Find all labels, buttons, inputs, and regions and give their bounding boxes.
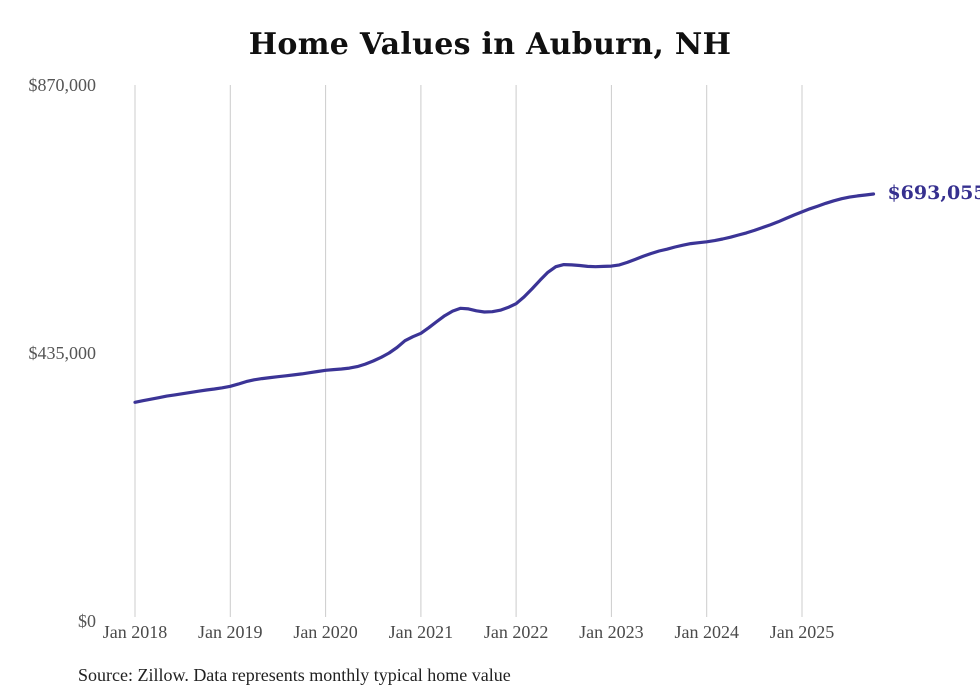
end-value-label: $693,055 [887, 182, 980, 204]
x-tick-label: Jan 2021 [388, 622, 454, 642]
source-note: Source: Zillow. Data represents monthly … [78, 665, 511, 685]
y-tick-label: $0 [78, 611, 96, 631]
x-tick-label: Jan 2019 [198, 622, 263, 642]
x-tick-label: Jan 2022 [483, 622, 549, 642]
home-value-line [133, 192, 876, 404]
x-tick-label: Jan 2024 [674, 622, 739, 642]
y-tick-label: $870,000 [28, 75, 97, 95]
y-tick-label: $435,000 [28, 343, 97, 363]
x-tick-label: Jan 2018 [102, 622, 168, 642]
x-tick-label: Jan 2020 [293, 622, 358, 642]
x-tick-label: Jan 2025 [769, 622, 835, 642]
chart-title: Home Values in Auburn, NH [248, 27, 732, 62]
vertical-gridlines [134, 85, 803, 617]
x-tick-label: Jan 2023 [579, 622, 644, 642]
